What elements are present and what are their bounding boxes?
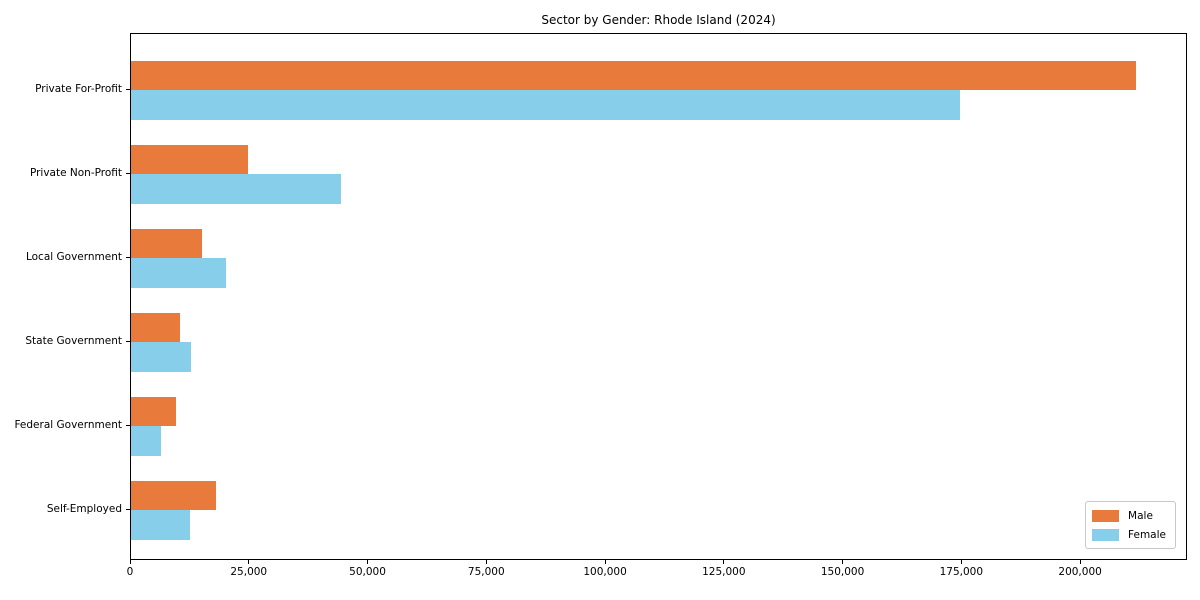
x-tick-label-150000: 150,000 xyxy=(820,566,865,578)
legend-entry-male: Male xyxy=(1092,506,1166,525)
y-tick-mark xyxy=(126,425,130,426)
x-tick-label-100000: 100,000 xyxy=(583,566,627,578)
x-tick-mark xyxy=(1079,560,1081,564)
x-tick-label-50000: 50,000 xyxy=(349,566,386,578)
y-tick-label-state-government: State Government xyxy=(25,335,122,347)
chart-title: Sector by Gender: Rhode Island (2024) xyxy=(541,13,776,27)
x-tick-mark xyxy=(723,560,725,564)
bar-female-federal-government xyxy=(131,426,161,456)
plot-area: Male Female xyxy=(130,33,1187,560)
x-tick-mark xyxy=(248,560,250,564)
legend-entry-female: Female xyxy=(1092,525,1166,544)
y-tick-label-self-employed: Self-Employed xyxy=(46,503,122,515)
legend-label-male: Male xyxy=(1128,509,1153,522)
x-tick-mark xyxy=(960,560,962,564)
y-tick-mark xyxy=(126,509,130,510)
bar-female-private-for-profit xyxy=(131,90,960,120)
x-tick-label-25000: 25,000 xyxy=(230,566,268,578)
x-tick-label-200000: 200,000 xyxy=(1058,566,1102,578)
bar-male-local-government xyxy=(131,228,202,258)
bar-male-private-for-profit xyxy=(131,60,1136,90)
legend-label-female: Female xyxy=(1128,528,1166,541)
x-tick-mark xyxy=(604,560,606,564)
y-tick-label-local-government: Local Government xyxy=(25,251,122,263)
legend-swatch-male xyxy=(1092,509,1120,522)
x-tick-label-175000: 175,000 xyxy=(939,566,984,578)
bar-female-self-employed xyxy=(131,510,190,540)
legend-swatch-female xyxy=(1092,528,1120,541)
bar-male-self-employed xyxy=(131,480,216,510)
y-tick-label-private-for-profit: Private For-Profit xyxy=(35,83,122,95)
x-tick-mark xyxy=(367,560,369,564)
y-tick-mark xyxy=(126,341,130,342)
x-tick-mark xyxy=(129,560,131,564)
bar-female-private-non-profit xyxy=(131,174,341,204)
y-tick-label-federal-government: Federal Government xyxy=(14,419,122,431)
bar-male-private-non-profit xyxy=(131,144,249,174)
bar-female-local-government xyxy=(131,258,226,288)
y-tick-label-private-non-profit: Private Non-Profit xyxy=(29,167,122,179)
y-tick-mark xyxy=(126,173,130,174)
bar-female-state-government xyxy=(131,342,191,372)
y-tick-mark xyxy=(126,257,130,258)
y-tick-mark xyxy=(126,89,130,90)
x-tick-label-0: 0 xyxy=(126,566,134,578)
x-tick-mark xyxy=(485,560,487,564)
legend: Male Female xyxy=(1085,501,1176,549)
bar-male-federal-government xyxy=(131,396,177,426)
x-tick-label-75000: 75,000 xyxy=(467,566,505,578)
x-tick-label-125000: 125,000 xyxy=(702,566,746,578)
bar-male-state-government xyxy=(131,312,181,342)
x-tick-mark xyxy=(842,560,844,564)
